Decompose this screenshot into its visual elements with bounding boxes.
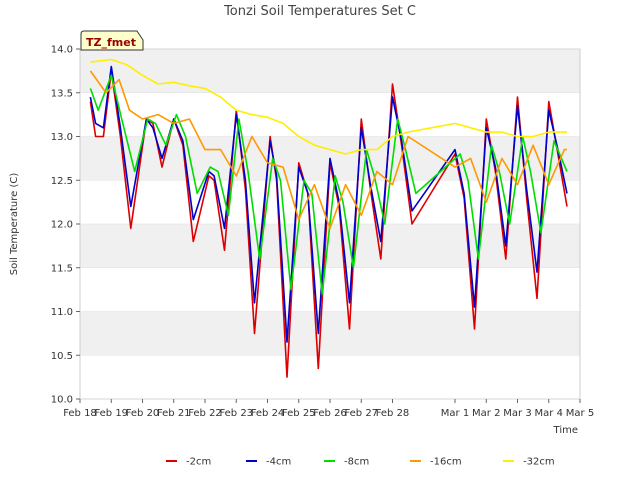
legend-label: -32cm — [523, 457, 555, 468]
y-tick-label: 14.0 — [51, 45, 73, 56]
x-tick-label: Mar 2 — [472, 408, 500, 419]
y-tick-label: 10.5 — [51, 351, 73, 362]
x-tick-label: Feb 18 — [63, 408, 97, 419]
y-tick-label: 11.0 — [51, 307, 73, 318]
x-tick-label: Feb 23 — [219, 408, 253, 419]
grid-band — [80, 355, 580, 399]
station-badge: TZ_fmet — [80, 30, 144, 51]
x-tick-label: Mar 5 — [566, 408, 594, 419]
x-tick-label: Feb 20 — [126, 408, 160, 419]
x-tick-label: Feb 19 — [94, 408, 128, 419]
x-tick-label: Feb 26 — [313, 408, 347, 419]
y-tick-label: 12.0 — [51, 220, 73, 231]
y-tick-label: 11.5 — [51, 263, 73, 274]
legend-label: -4cm — [266, 457, 291, 468]
y-tick-label: 13.0 — [51, 132, 73, 143]
badge-label: TZ_fmet — [86, 36, 136, 49]
x-axis-label: Time — [553, 425, 578, 436]
legend-label: -8cm — [344, 457, 369, 468]
x-tick-label: Feb 27 — [344, 408, 378, 419]
x-tick-label: Feb 25 — [282, 408, 316, 419]
y-axis-label: Soil Temperature (C) — [9, 173, 20, 276]
x-tick-label: Feb 22 — [188, 408, 222, 419]
y-tick-label: 13.5 — [51, 88, 73, 99]
x-tick-label: Mar 4 — [535, 408, 563, 419]
series-line-4cm — [89, 65, 568, 343]
series-line-32cm — [90, 58, 567, 155]
grid-band — [80, 49, 580, 93]
grid-band — [80, 92, 580, 137]
series-lines — [89, 58, 568, 378]
grid-band — [80, 311, 580, 356]
legend-label: -16cm — [430, 457, 462, 468]
grid-band — [80, 224, 580, 268]
x-tick-label: Feb 24 — [251, 408, 285, 419]
legend: -2cm -4cm -8cm -16cm -32cm — [166, 457, 555, 468]
y-tick-label: 10.0 — [51, 395, 73, 406]
x-tick-label: Feb 28 — [376, 408, 410, 419]
badge-shape — [80, 30, 144, 51]
grid-band — [80, 267, 580, 312]
chart-title: Tonzi Soil Temperatures Set C — [223, 4, 416, 19]
x-tick-label: Feb 21 — [157, 408, 191, 419]
x-tick-label: Mar 1 — [441, 408, 469, 419]
x-tick-label: Mar 3 — [503, 408, 531, 419]
series-line-16cm — [89, 70, 567, 230]
series-line-8cm — [89, 74, 568, 295]
legend-label: -2cm — [186, 457, 211, 468]
y-tick-label: 12.5 — [51, 176, 73, 187]
